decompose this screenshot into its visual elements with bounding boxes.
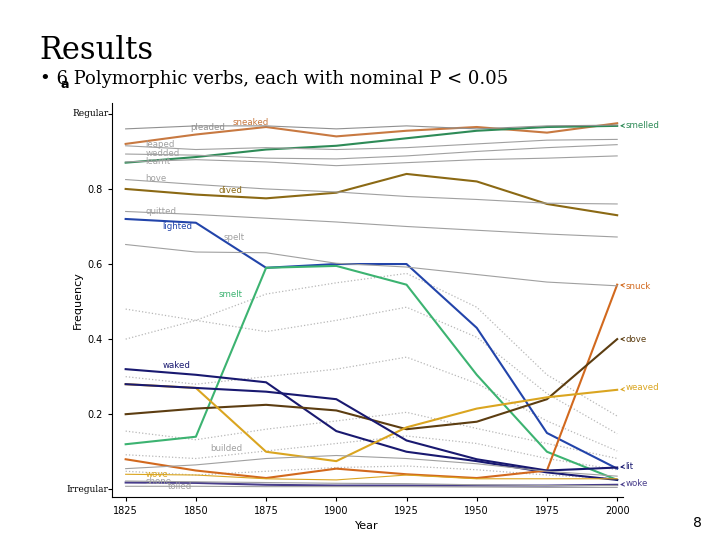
Text: hove: hove [145,174,166,183]
Text: Irregular: Irregular [67,485,109,494]
Text: learnt: learnt [145,157,171,166]
Text: a: a [60,78,69,91]
X-axis label: Year: Year [356,522,379,531]
Text: snuck: snuck [621,282,651,291]
Text: sneaked: sneaked [233,118,269,126]
Text: shone: shone [145,476,171,485]
Text: Regular: Regular [73,110,109,118]
Text: smelt: smelt [218,289,243,299]
Text: lit: lit [621,462,634,470]
Text: pleaded: pleaded [190,123,225,132]
Text: lighted: lighted [162,222,192,231]
Y-axis label: Frequency: Frequency [73,271,83,329]
Text: • 6 Polymorphic verbs, each with nominal P < 0.05: • 6 Polymorphic verbs, each with nominal… [40,70,508,88]
Text: wedded: wedded [145,149,179,158]
Text: weaved: weaved [621,383,660,393]
Text: wove: wove [145,470,168,479]
Text: smelled: smelled [621,120,660,130]
Text: 8: 8 [693,516,702,530]
Text: dove: dove [621,335,647,343]
Text: quitted: quitted [145,207,176,216]
Text: Results: Results [40,35,154,66]
Text: woke: woke [621,479,648,488]
Text: waked: waked [162,361,190,370]
Text: tolled: tolled [168,482,192,491]
Text: spelt: spelt [224,233,245,241]
Text: builded: builded [210,444,242,453]
Text: leaped: leaped [145,140,175,149]
Text: dived: dived [218,186,242,195]
